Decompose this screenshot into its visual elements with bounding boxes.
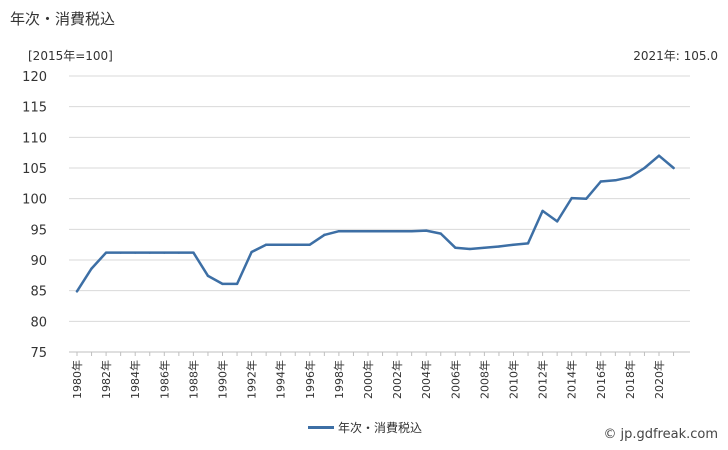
data-point [497, 245, 501, 248]
data-point [192, 251, 195, 254]
data-point [657, 154, 661, 157]
series-layer [75, 154, 675, 293]
copyright-icon: © [603, 427, 617, 442]
x-tick-label: 1998年 [332, 360, 346, 399]
x-axis-tick-labels: 1980年 1982年 1984年 1986年 1988年 1990年 1992年 1994年… [70, 360, 666, 399]
credit-label: jp.gdfreak.com [620, 427, 718, 442]
data-point [366, 229, 370, 233]
x-tick-label: 1994年 [274, 360, 288, 399]
data-point [643, 166, 646, 170]
data-point [628, 176, 632, 179]
y-tick-label: 85 [30, 285, 47, 300]
y-tick-label: 120 [22, 70, 47, 85]
data-point [163, 251, 166, 254]
data-point [512, 243, 515, 246]
data-point [395, 229, 399, 233]
x-tick-label: 2010年 [507, 360, 521, 399]
data-point [221, 282, 224, 286]
data-point [90, 267, 93, 270]
data-point [599, 180, 602, 183]
x-tick-label: 2000年 [361, 360, 375, 399]
data-point [104, 251, 108, 254]
x-tick-label: 2002年 [390, 360, 404, 399]
data-point [75, 290, 79, 293]
y-tick-label: 75 [30, 346, 47, 361]
data-point [148, 251, 151, 254]
data-point [134, 251, 137, 254]
x-tick-label: 2016年 [594, 360, 608, 399]
x-tick-label: 2018年 [623, 360, 637, 399]
x-tick-label: 1990年 [216, 360, 230, 399]
x-tick-label: 1986年 [157, 360, 171, 399]
x-tick-label: 2012年 [536, 360, 550, 399]
x-tick-label: 1992年 [245, 360, 259, 399]
legend: 年次・消費税込 [308, 419, 422, 436]
x-tick-label: 1982年 [99, 360, 113, 399]
legend-label: 年次・消費税込 [338, 421, 423, 435]
data-point [294, 243, 297, 246]
data-point [352, 229, 355, 233]
data-point [177, 251, 181, 254]
latest-value-label: 2021年: 105.0 [633, 49, 718, 63]
data-point [119, 251, 122, 254]
data-point [337, 229, 341, 233]
data-point [468, 247, 472, 251]
y-tick-label: 110 [22, 131, 47, 146]
data-point [585, 197, 588, 200]
y-tick-label: 95 [30, 223, 47, 238]
data-point [454, 246, 457, 249]
data-point [425, 229, 428, 232]
series-line [75, 154, 675, 293]
data-point [541, 209, 544, 213]
data-point [381, 229, 384, 233]
gridlines [69, 75, 690, 356]
y-tick-label: 100 [22, 193, 47, 208]
data-point [308, 243, 311, 246]
data-point [206, 274, 210, 278]
unit-label: [2015年=100] [28, 49, 113, 63]
x-tick-label: 1984年 [128, 360, 142, 399]
y-axis-tick-labels: 75 80 85 90 95 100 105 110 115 120 [22, 70, 47, 361]
credit: © jp.gdfreak.com [603, 427, 718, 442]
data-point [439, 232, 442, 235]
data-point [614, 179, 617, 182]
data-point [250, 250, 253, 254]
data-point [483, 246, 486, 249]
data-point [526, 242, 530, 245]
y-tick-label: 115 [22, 101, 47, 116]
x-tick-label: 1980年 [70, 360, 84, 399]
x-tick-label: 1988年 [186, 360, 200, 399]
y-tick-label: 105 [22, 162, 47, 177]
y-tick-label: 80 [30, 315, 47, 330]
data-point [570, 196, 573, 200]
data-point [279, 243, 282, 246]
data-point [410, 229, 413, 233]
x-tick-label: 2008年 [477, 360, 491, 399]
data-point [672, 166, 675, 170]
legend-swatch [308, 426, 334, 429]
x-tick-label: 2006年 [448, 360, 462, 399]
data-point [235, 282, 239, 286]
x-tick-label: 2004年 [419, 360, 433, 399]
x-tick-label: 1996年 [303, 360, 317, 399]
y-tick-label: 90 [30, 254, 47, 269]
page-title: 年次・消費税込 [10, 10, 116, 28]
x-tick-label: 2020年 [652, 360, 666, 399]
data-point [264, 243, 268, 246]
data-point [323, 233, 326, 237]
data-point [555, 220, 559, 223]
x-tick-label: 2014年 [565, 360, 579, 399]
